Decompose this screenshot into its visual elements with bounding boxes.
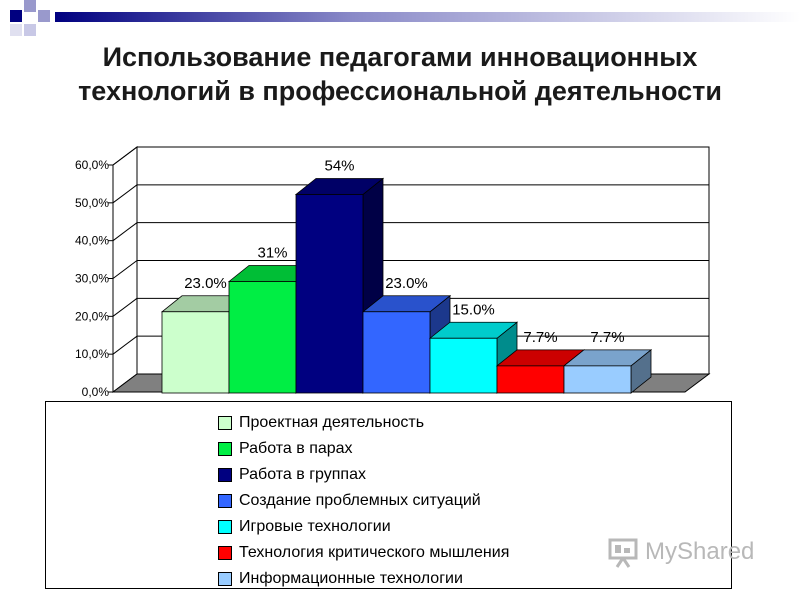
y-tick-label: 40,0% xyxy=(75,234,109,248)
gridline-side xyxy=(112,184,138,204)
data-label: 31% xyxy=(257,245,287,262)
gridline-side xyxy=(112,146,138,166)
y-tick-label: 30,0% xyxy=(75,272,109,286)
y-tick-label: 50,0% xyxy=(75,196,109,210)
gridline-side xyxy=(112,297,138,317)
y-tick-label: 60,0% xyxy=(75,158,109,172)
data-label: 54% xyxy=(324,157,354,174)
data-label: 7.7% xyxy=(590,329,624,346)
presentation-board-icon xyxy=(608,538,638,568)
legend-label: Информационные технологии xyxy=(239,570,463,587)
legend-item: Информационные технологии xyxy=(218,566,509,592)
legend-item: Проектная деятельность xyxy=(218,410,509,436)
gridline-side xyxy=(112,335,138,355)
data-label: 15.0% xyxy=(452,301,495,318)
bar xyxy=(228,281,297,394)
legend-label: Работа в парах xyxy=(239,440,353,457)
gridline-side xyxy=(112,260,138,279)
title-line-1: Использование педагогами инновационных xyxy=(102,42,698,72)
bar xyxy=(496,365,565,394)
legend-swatch xyxy=(218,468,232,482)
legend-swatch xyxy=(218,520,232,534)
legend-list: Проектная деятельность Работа в парах Рабо… xyxy=(218,410,509,592)
legend-label: Создание проблемных ситуаций xyxy=(239,492,481,509)
bar xyxy=(295,194,364,394)
y-tick-label: 10,0% xyxy=(75,347,109,361)
bar xyxy=(563,365,632,394)
legend-label: Игровые технологии xyxy=(239,518,391,535)
legend-swatch xyxy=(218,442,232,456)
legend-item: Работа в парах xyxy=(218,436,509,462)
y-tick-label: 20,0% xyxy=(75,309,109,323)
gridline-side xyxy=(112,222,138,242)
legend-label: Технология критического мышления xyxy=(239,544,510,561)
watermark: MyShared xyxy=(607,536,754,568)
legend-swatch xyxy=(218,494,232,508)
legend-swatch xyxy=(218,546,232,560)
corner-decoration xyxy=(0,0,60,50)
legend-item: Технология критического мышления xyxy=(218,540,509,566)
legend-item: Создание проблемных ситуаций xyxy=(218,488,509,514)
legend-item: Работа в группах xyxy=(218,462,509,488)
title-line-2: технологий в профессиональной деятельнос… xyxy=(78,76,722,106)
bar xyxy=(429,337,498,394)
legend-label: Работа в группах xyxy=(239,466,366,483)
y-tick-label: 0,0% xyxy=(82,385,110,399)
watermark-text: MyShared xyxy=(645,538,755,565)
legend-swatch xyxy=(218,572,232,586)
legend-label: Проектная деятельность xyxy=(239,414,425,431)
data-label: 23.0% xyxy=(385,275,428,292)
legend-item: Игровые технологии xyxy=(218,514,509,540)
legend-swatch xyxy=(218,416,232,430)
data-label: 7.7% xyxy=(523,329,557,346)
data-label: 23.0% xyxy=(184,275,227,292)
bar xyxy=(362,311,431,394)
header-gradient-band xyxy=(55,12,800,22)
slide-title: Использование педагогами инновационных т… xyxy=(0,40,800,108)
bar xyxy=(161,311,230,394)
